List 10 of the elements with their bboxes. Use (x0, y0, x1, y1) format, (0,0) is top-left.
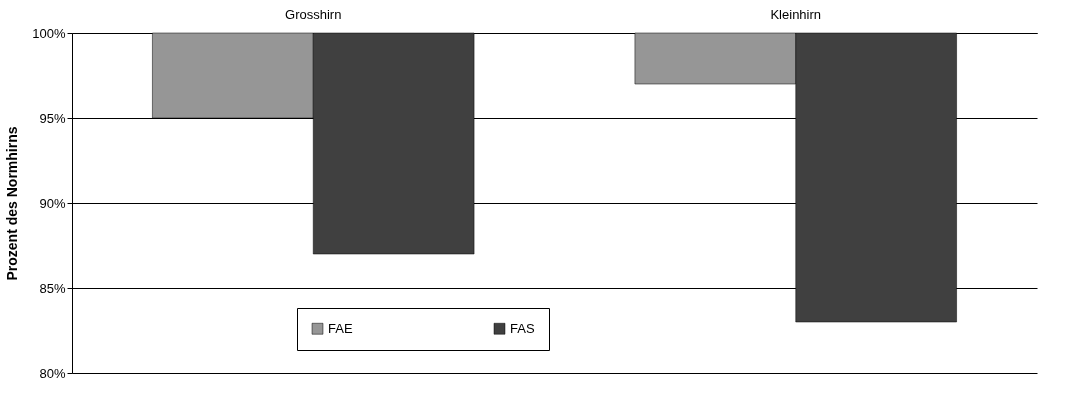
legend-label: FAE (328, 320, 353, 336)
y-tick-label: 100% (32, 25, 66, 41)
y-tick-label: 80% (39, 365, 66, 381)
y-axis-title: Prozent des Normhirns (4, 126, 21, 281)
x-tick-label: Kleinhirn (770, 6, 822, 22)
x-tick-label: Grosshirn (285, 6, 342, 22)
y-tick-label: 90% (39, 195, 66, 211)
y-tick-label: 85% (39, 280, 66, 296)
y-tick-label: 95% (39, 110, 66, 126)
legend-label: FAS (510, 320, 535, 336)
